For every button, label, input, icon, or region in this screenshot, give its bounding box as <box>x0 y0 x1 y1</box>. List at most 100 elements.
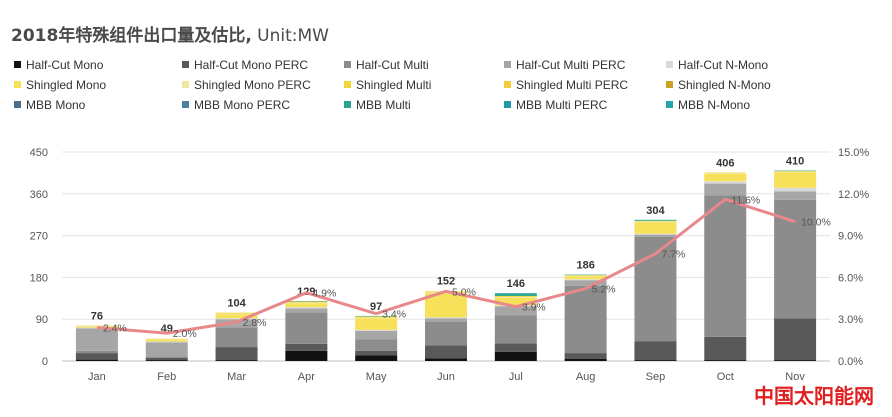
bar-segment <box>494 294 537 296</box>
ratio-data-label: 11.6% <box>731 194 760 206</box>
legend-label: MBB N-Mono <box>678 98 751 112</box>
legend-label: Shingled N-Mono <box>678 78 771 92</box>
bar-segment <box>145 356 188 358</box>
x-tick-label: Sep <box>646 371 666 383</box>
bar-segment <box>215 314 258 319</box>
bar-segment <box>145 360 188 361</box>
y-left-tick-label: 360 <box>30 189 48 201</box>
legend-label: Half-Cut Multi <box>356 58 429 72</box>
bar-segment <box>355 318 398 330</box>
legend-swatch <box>14 61 21 68</box>
ratio-data-label: 7.7% <box>661 249 685 261</box>
legend-item: Shingled N-Mono <box>666 78 771 92</box>
ratio-line <box>96 197 796 335</box>
title-main: 2018年特殊组件出口量及估比, <box>11 26 252 46</box>
legend-item: MBB Mono <box>14 98 85 112</box>
legend-item: Half-Cut Mono <box>14 58 103 72</box>
bar-segment <box>634 360 677 361</box>
bar-segment <box>75 359 118 361</box>
legend-label: Half-Cut Mono PERC <box>194 58 309 72</box>
legend-item: Shingled Mono PERC <box>182 78 311 92</box>
bar-segment <box>355 317 398 319</box>
bar-segment <box>564 358 607 361</box>
bar-segment <box>285 303 328 308</box>
legend-swatch <box>344 61 351 68</box>
bar-segment <box>285 307 328 309</box>
y-left-tick-label: 90 <box>36 314 48 326</box>
bar-segment <box>704 183 747 196</box>
bar-segment <box>215 312 258 314</box>
bar-segment <box>634 234 677 237</box>
legend-item: Half-Cut N-Mono <box>666 58 768 72</box>
y-right-tick-label: 12.0% <box>838 189 869 201</box>
legend-item: MBB Multi <box>344 98 411 112</box>
x-tick-label: Aug <box>576 371 596 383</box>
x-tick-label: Jan <box>88 371 106 383</box>
bar-segment <box>634 222 677 234</box>
ratio-data-label: 3.4% <box>382 309 406 321</box>
bar-segment <box>285 302 328 304</box>
legend-item: MBB Multi PERC <box>504 98 607 112</box>
bar-segment <box>564 275 607 277</box>
bar-segment <box>75 328 118 351</box>
bar-segment <box>774 199 817 319</box>
legend-swatch <box>504 61 511 68</box>
legend-swatch <box>182 61 189 68</box>
bar-segment <box>494 295 537 297</box>
bar-segment <box>355 339 398 351</box>
bar-segment <box>774 191 817 200</box>
bar-segment <box>145 339 188 342</box>
ratio-data-label: 4.9% <box>312 288 336 300</box>
legend-swatch <box>666 101 673 108</box>
bar-segment <box>704 181 747 184</box>
bar-total-label: 406 <box>716 157 734 169</box>
bar-total-label: 76 <box>91 311 103 323</box>
x-tick-label: Feb <box>157 371 176 383</box>
legend-item: MBB N-Mono <box>666 98 750 112</box>
y-right-tick-label: 0.0% <box>838 356 863 368</box>
y-left-tick-label: 450 <box>30 147 48 159</box>
legend-label: Half-Cut N-Mono <box>678 58 769 72</box>
bar-segment <box>215 360 258 361</box>
ratio-data-label: 2.4% <box>103 323 127 335</box>
bar-segment <box>564 276 607 280</box>
legend-swatch <box>14 81 21 88</box>
bar-segment <box>145 341 188 343</box>
title-unit: Unit:MW <box>251 26 329 46</box>
legend-label: Shingled Multi <box>356 78 432 92</box>
legend-swatch <box>14 101 21 108</box>
bar-total-label: 146 <box>507 278 525 290</box>
ratio-data-label: 5.0% <box>452 286 476 298</box>
y-right-tick-label: 15.0% <box>838 147 869 159</box>
bar-segment <box>564 285 607 354</box>
legend-label: MBB Mono <box>26 98 86 112</box>
bar-total-label: 410 <box>786 156 804 168</box>
y-left-tick-label: 180 <box>30 272 48 284</box>
legend-item: MBB Mono PERC <box>182 98 290 112</box>
bar-segment <box>355 350 398 356</box>
bar-segment <box>494 293 537 295</box>
x-tick-label: Nov <box>785 371 805 383</box>
bar-segment <box>285 301 328 303</box>
x-tick-label: Oct <box>717 371 734 383</box>
bar-segment <box>145 357 188 361</box>
bar-segment <box>494 315 537 344</box>
bar-segment <box>634 219 677 221</box>
bar-segment <box>494 296 537 298</box>
x-tick-label: May <box>366 371 387 383</box>
bar-segment <box>75 326 118 328</box>
legend-label: MBB Multi <box>356 98 411 112</box>
legend-swatch <box>344 81 351 88</box>
bar-segment <box>75 350 118 354</box>
bar-segment <box>355 329 398 331</box>
bar-segment <box>634 221 677 223</box>
bar-segment <box>564 353 607 359</box>
legend-label: MBB Multi PERC <box>516 98 608 112</box>
legend-item: Shingled Mono <box>14 78 106 92</box>
bar-segment <box>704 172 747 174</box>
legend-item: Half-Cut Mono PERC <box>182 58 308 72</box>
bar-segment <box>285 312 328 344</box>
bar-segment <box>355 355 398 361</box>
ratio-data-label: 2.8% <box>243 317 267 329</box>
legend-item: Shingled Multi PERC <box>504 78 628 92</box>
